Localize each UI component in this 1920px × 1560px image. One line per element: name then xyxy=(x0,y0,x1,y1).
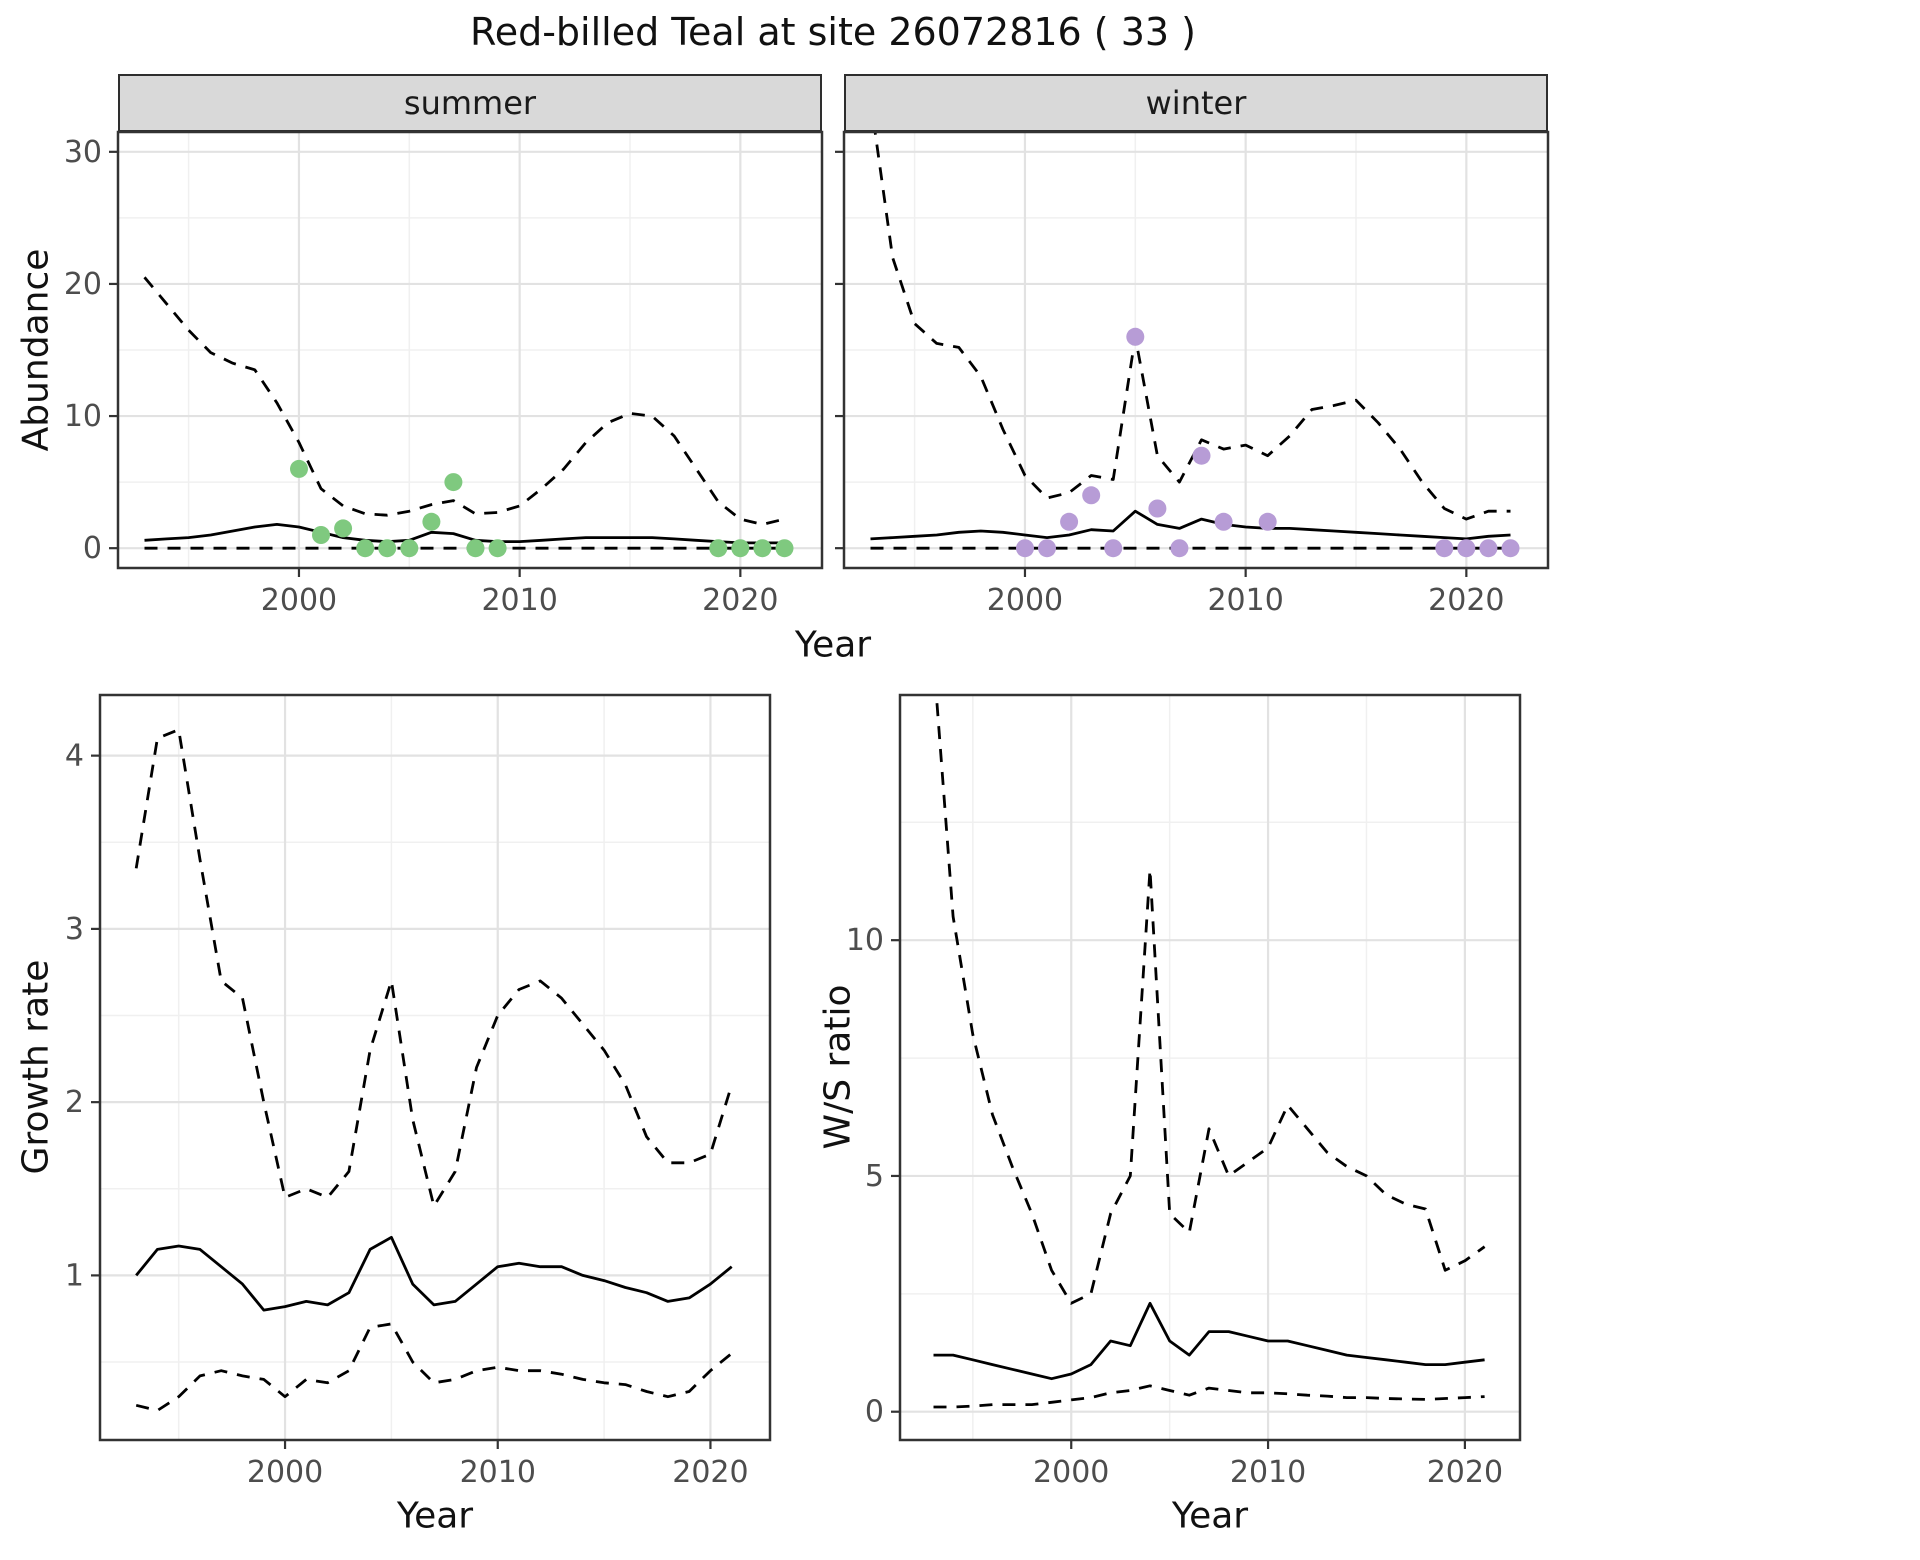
ws-ratio-x-axis-label: Year xyxy=(1171,1495,1249,1537)
svg-text:20: 20 xyxy=(64,267,102,302)
svg-text:2020: 2020 xyxy=(702,583,778,618)
svg-text:5: 5 xyxy=(865,1159,884,1194)
svg-text:2000: 2000 xyxy=(247,1455,323,1490)
svg-text:2010: 2010 xyxy=(1230,1455,1306,1490)
panel-abundance_summer: 2000 2010 2020 0 10 20 30 xyxy=(64,130,824,618)
svg-text:2010: 2010 xyxy=(1207,583,1283,618)
svg-text:2020: 2020 xyxy=(1428,583,1504,618)
svg-text:3: 3 xyxy=(65,912,84,947)
svg-text:2010: 2010 xyxy=(460,1455,536,1490)
panel-ws_ratio: 2000 2010 2020 0 5 10 xyxy=(846,693,1522,1490)
svg-text:0: 0 xyxy=(83,531,102,566)
top-x-axis-label: Year xyxy=(794,624,872,666)
svg-text:10: 10 xyxy=(846,923,884,958)
svg-text:2020: 2020 xyxy=(672,1455,748,1490)
facet-strip-summer: summer xyxy=(118,74,822,132)
panel-growth_rate: 2000 2010 2020 1 2 3 4 xyxy=(65,693,772,1490)
svg-text:2000: 2000 xyxy=(261,583,337,618)
svg-text:30: 30 xyxy=(64,135,102,170)
figure-title: Red-billed Teal at site 26072816 ( 33 ) xyxy=(470,10,1196,54)
svg-text:4: 4 xyxy=(65,739,84,774)
svg-text:2000: 2000 xyxy=(1033,1455,1109,1490)
svg-text:0: 0 xyxy=(865,1395,884,1430)
panel-abundance_winter: 2000 2010 2020 xyxy=(835,130,1550,618)
svg-text:2: 2 xyxy=(65,1085,84,1120)
growth-rate-x-axis-label: Year xyxy=(396,1495,474,1537)
svg-text:10: 10 xyxy=(64,399,102,434)
facet-strip-winter: winter xyxy=(844,74,1548,132)
svg-text:1: 1 xyxy=(65,1258,84,1293)
svg-text:2010: 2010 xyxy=(481,583,557,618)
svg-text:2000: 2000 xyxy=(987,583,1063,618)
svg-text:2020: 2020 xyxy=(1427,1455,1503,1490)
